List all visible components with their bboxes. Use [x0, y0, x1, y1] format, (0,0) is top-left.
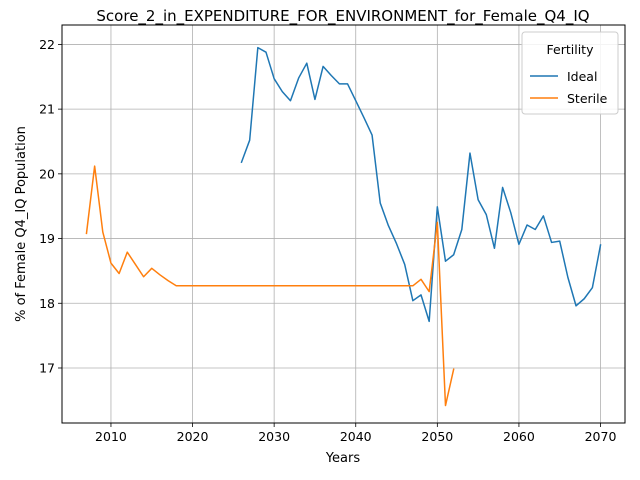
x-tick-label: 2020 [177, 429, 209, 444]
x-tick-label: 2010 [95, 429, 127, 444]
chart-title: Score_2_in_EXPENDITURE_FOR_ENVIRONMENT_f… [96, 7, 589, 26]
x-tick-label: 2030 [258, 429, 290, 444]
y-tick-label: 17 [39, 360, 55, 375]
y-tick-label: 19 [39, 231, 55, 246]
x-tick-label: 2050 [421, 429, 453, 444]
legend-label-ideal: Ideal [567, 69, 597, 84]
grid-lines [62, 25, 625, 423]
plot-frame [61, 24, 626, 424]
series-line-sterile [85, 165, 455, 407]
y-tick-label: 18 [39, 296, 55, 311]
x-tick-label: 2060 [503, 429, 535, 444]
series-layer [85, 46, 602, 407]
y-tick-label: 20 [39, 166, 55, 181]
x-axis: 2010 2020 2030 2040 2050 2060 2070 [95, 423, 616, 444]
y-tick-label: 21 [39, 102, 55, 117]
x-axis-label: Years [325, 451, 361, 466]
legend-box [521, 31, 619, 115]
x-tick-label: 2040 [340, 429, 372, 444]
y-axis: 17 18 19 20 21 22 [39, 37, 62, 375]
y-tick-label: 22 [39, 37, 55, 52]
legend-title: Fertility [547, 42, 595, 57]
x-tick-label: 2070 [585, 429, 617, 444]
y-axis-label: % of Female Q4_IQ Population [14, 126, 29, 322]
legend-label-sterile: Sterile [567, 91, 608, 106]
series-line-ideal [240, 46, 602, 323]
legend: Fertility Ideal Sterile [521, 31, 619, 115]
